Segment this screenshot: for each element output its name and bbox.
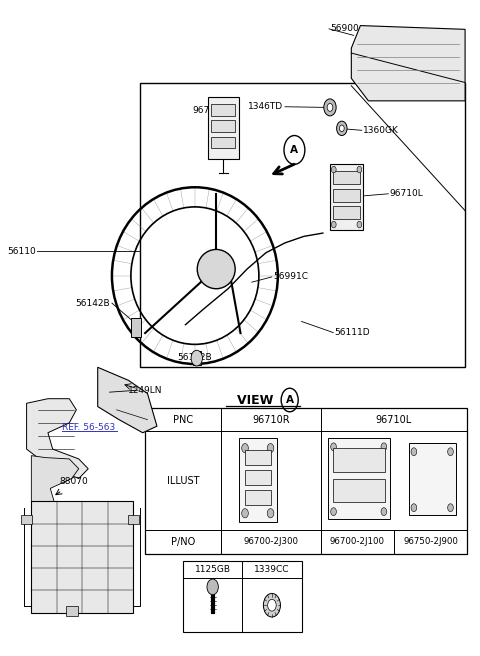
Polygon shape [31, 456, 102, 524]
Text: 56142B: 56142B [75, 298, 109, 308]
Text: 1249LN: 1249LN [128, 386, 162, 395]
Text: 88070: 88070 [60, 478, 88, 486]
Bar [245, 490, 271, 504]
Bar [245, 470, 271, 485]
Bar [333, 171, 360, 184]
Text: 96710L: 96710L [389, 190, 423, 198]
Text: 1346TD: 1346TD [248, 102, 283, 112]
Bar [239, 438, 276, 522]
Circle shape [267, 508, 274, 518]
Circle shape [339, 125, 344, 132]
Circle shape [381, 508, 387, 516]
Text: 96710R: 96710R [252, 415, 289, 424]
Bar [140, 83, 465, 367]
Text: 96700-2J300: 96700-2J300 [243, 537, 298, 546]
Bar [328, 438, 390, 519]
Bar [31, 501, 133, 613]
Circle shape [448, 448, 453, 456]
Text: A: A [286, 395, 294, 405]
Text: ILLUST: ILLUST [167, 476, 199, 485]
Circle shape [207, 579, 218, 595]
Text: PNC: PNC [173, 415, 193, 424]
Text: 96710R: 96710R [192, 106, 228, 115]
Bar [131, 318, 141, 337]
Circle shape [242, 443, 248, 453]
Bar [211, 104, 235, 115]
Bar [145, 408, 468, 554]
Ellipse shape [197, 249, 235, 289]
Text: 56111D: 56111D [335, 328, 371, 337]
Text: 56142B: 56142B [178, 353, 212, 362]
Circle shape [268, 600, 276, 611]
Text: 56110: 56110 [7, 247, 36, 256]
Circle shape [324, 99, 336, 116]
Bar [208, 97, 239, 159]
Polygon shape [98, 367, 157, 433]
Circle shape [331, 443, 336, 451]
Polygon shape [26, 399, 88, 479]
Circle shape [284, 136, 305, 165]
Bar [245, 450, 271, 465]
Circle shape [242, 508, 248, 518]
Text: 1339CC: 1339CC [254, 565, 289, 574]
Bar [333, 448, 385, 472]
Circle shape [327, 104, 333, 112]
Text: A: A [290, 145, 299, 155]
Text: REF. 56-563: REF. 56-563 [61, 423, 115, 432]
Text: 56991C: 56991C [273, 272, 308, 281]
Bar [66, 606, 78, 616]
Circle shape [336, 121, 347, 136]
Text: 1360GK: 1360GK [363, 126, 399, 134]
Text: 96700-2J100: 96700-2J100 [330, 537, 385, 546]
Bar [333, 479, 385, 502]
Bar [333, 188, 360, 201]
Text: 1125GB: 1125GB [195, 565, 231, 574]
Circle shape [448, 504, 453, 512]
Circle shape [411, 448, 417, 456]
Circle shape [267, 443, 274, 453]
Circle shape [191, 350, 203, 366]
Circle shape [331, 221, 336, 228]
Bar [128, 514, 139, 524]
Text: P/NO: P/NO [171, 537, 195, 546]
Text: 96710L: 96710L [376, 415, 412, 424]
Circle shape [264, 594, 280, 617]
Circle shape [331, 167, 336, 173]
Circle shape [357, 167, 362, 173]
Circle shape [411, 504, 417, 512]
Bar [211, 136, 235, 148]
Text: 96750-2J900: 96750-2J900 [403, 537, 458, 546]
Text: VIEW: VIEW [237, 394, 278, 407]
Polygon shape [351, 26, 465, 101]
Bar [333, 206, 360, 219]
Circle shape [381, 443, 387, 451]
Bar [183, 561, 301, 632]
Circle shape [357, 221, 362, 228]
Bar [21, 514, 32, 524]
Text: 56900: 56900 [330, 24, 359, 33]
Bar [211, 120, 235, 132]
Bar [192, 351, 201, 365]
Circle shape [331, 508, 336, 516]
Bar [330, 165, 363, 230]
Bar [408, 443, 456, 515]
